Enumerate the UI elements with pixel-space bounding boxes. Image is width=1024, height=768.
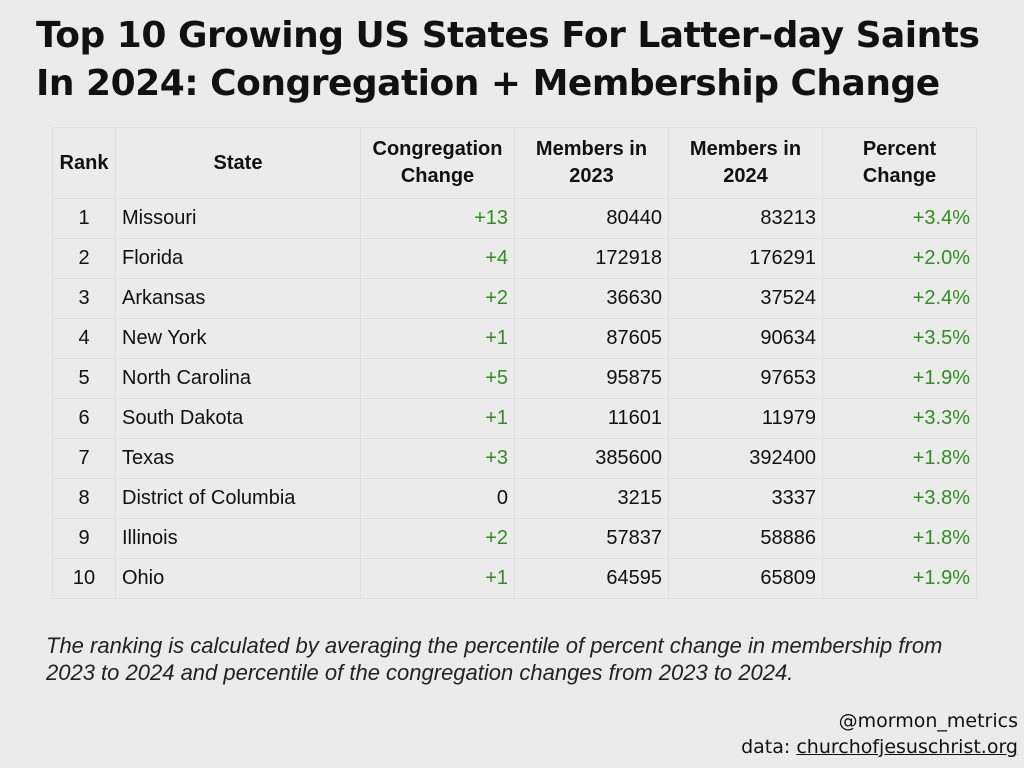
- methodology-note: The ranking is calculated by averaging t…: [46, 633, 943, 685]
- cell-members-2023: 3215: [514, 478, 669, 519]
- cell-members-2024: 65809: [668, 558, 823, 599]
- table-row: 3 Arkansas +2 36630 37524 +2.4%: [52, 278, 977, 319]
- table-body: 1 Missouri +13 80440 83213 +3.4% 2 Florida +4 172…: [52, 198, 977, 599]
- table-row: 1 Missouri +13 80440 83213 +3.4%: [52, 198, 977, 239]
- cell-congregation-change: 0: [360, 478, 515, 519]
- cell-members-2024: 58886: [668, 518, 823, 559]
- table-row: 9 Illinois +2 57837 58886 +1.8%: [52, 518, 977, 559]
- cell-members-2024: 97653: [668, 358, 823, 399]
- header-state: State: [115, 127, 361, 199]
- source-link[interactable]: churchofjesuschrist.org: [796, 736, 1018, 758]
- table-row: 5 North Carolina +5 95875 97653 +1.9%: [52, 358, 977, 399]
- cell-members-2023: 95875: [514, 358, 669, 399]
- cell-percent-change: +3.3%: [822, 398, 977, 439]
- cell-state: New York: [115, 318, 361, 359]
- cell-rank: 8: [52, 478, 116, 519]
- cell-percent-change: +3.5%: [822, 318, 977, 359]
- cell-state: District of Columbia: [115, 478, 361, 519]
- cell-members-2024: 83213: [668, 198, 823, 239]
- cell-members-2023: 80440: [514, 198, 669, 239]
- table-row: 10 Ohio +1 64595 65809 +1.9%: [52, 558, 977, 599]
- cell-congregation-change: +5: [360, 358, 515, 399]
- cell-rank: 3: [52, 278, 116, 319]
- cell-members-2023: 11601: [514, 398, 669, 439]
- cell-rank: 2: [52, 238, 116, 279]
- cell-members-2023: 57837: [514, 518, 669, 559]
- header-percent-change: Percent Change: [822, 127, 977, 199]
- cell-percent-change: +2.0%: [822, 238, 977, 279]
- cell-state: North Carolina: [115, 358, 361, 399]
- cell-members-2023: 36630: [514, 278, 669, 319]
- page-title: Top 10 Growing US States For Latter-day …: [36, 15, 980, 104]
- cell-rank: 4: [52, 318, 116, 359]
- cell-congregation-change: +3: [360, 438, 515, 479]
- cell-members-2024: 90634: [668, 318, 823, 359]
- cell-members-2023: 64595: [514, 558, 669, 599]
- cell-state: South Dakota: [115, 398, 361, 439]
- cell-state: Ohio: [115, 558, 361, 599]
- cell-rank: 1: [52, 198, 116, 239]
- cell-percent-change: +1.9%: [822, 358, 977, 399]
- cell-state: Texas: [115, 438, 361, 479]
- cell-state: Florida: [115, 238, 361, 279]
- cell-rank: 5: [52, 358, 116, 399]
- cell-percent-change: +3.4%: [822, 198, 977, 239]
- cell-members-2024: 392400: [668, 438, 823, 479]
- cell-congregation-change: +2: [360, 278, 515, 319]
- header-members-2024: Members in 2024: [668, 127, 823, 199]
- author-handle: @mormon_metrics: [838, 710, 1018, 732]
- cell-state: Arkansas: [115, 278, 361, 319]
- cell-members-2024: 176291: [668, 238, 823, 279]
- cell-percent-change: +3.8%: [822, 478, 977, 519]
- cell-congregation-change: +1: [360, 558, 515, 599]
- cell-percent-change: +1.9%: [822, 558, 977, 599]
- data-source: data: churchofjesuschrist.org: [741, 736, 1018, 758]
- cell-members-2024: 3337: [668, 478, 823, 519]
- table-row: 8 District of Columbia 0 3215 3337 +3.8%: [52, 478, 977, 519]
- table-row: 4 New York +1 87605 90634 +3.5%: [52, 318, 977, 359]
- cell-members-2023: 87605: [514, 318, 669, 359]
- cell-members-2024: 37524: [668, 278, 823, 319]
- cell-rank: 6: [52, 398, 116, 439]
- cell-congregation-change: +13: [360, 198, 515, 239]
- cell-state: Illinois: [115, 518, 361, 559]
- cell-percent-change: +1.8%: [822, 518, 977, 559]
- cell-members-2023: 385600: [514, 438, 669, 479]
- source-label: data:: [741, 736, 791, 758]
- header-members-2023: Members in 2023: [514, 127, 669, 199]
- cell-members-2024: 11979: [668, 398, 823, 439]
- cell-congregation-change: +2: [360, 518, 515, 559]
- cell-percent-change: +2.4%: [822, 278, 977, 319]
- table-row: 7 Texas +3 385600 392400 +1.8%: [52, 438, 977, 479]
- cell-members-2023: 172918: [514, 238, 669, 279]
- header-rank: Rank: [52, 127, 116, 199]
- table-header-row: Rank State Congregation Change Members i…: [52, 127, 977, 199]
- cell-congregation-change: +1: [360, 318, 515, 359]
- growth-table: Rank State Congregation Change Members i…: [52, 127, 977, 599]
- cell-rank: 7: [52, 438, 116, 479]
- cell-state: Missouri: [115, 198, 361, 239]
- table-row: 2 Florida +4 172918 176291 +2.0%: [52, 238, 977, 279]
- table-row: 6 South Dakota +1 11601 11979 +3.3%: [52, 398, 977, 439]
- cell-percent-change: +1.8%: [822, 438, 977, 479]
- cell-congregation-change: +4: [360, 238, 515, 279]
- cell-rank: 9: [52, 518, 116, 559]
- header-congregation-change: Congregation Change: [360, 127, 515, 199]
- cell-rank: 10: [52, 558, 116, 599]
- cell-congregation-change: +1: [360, 398, 515, 439]
